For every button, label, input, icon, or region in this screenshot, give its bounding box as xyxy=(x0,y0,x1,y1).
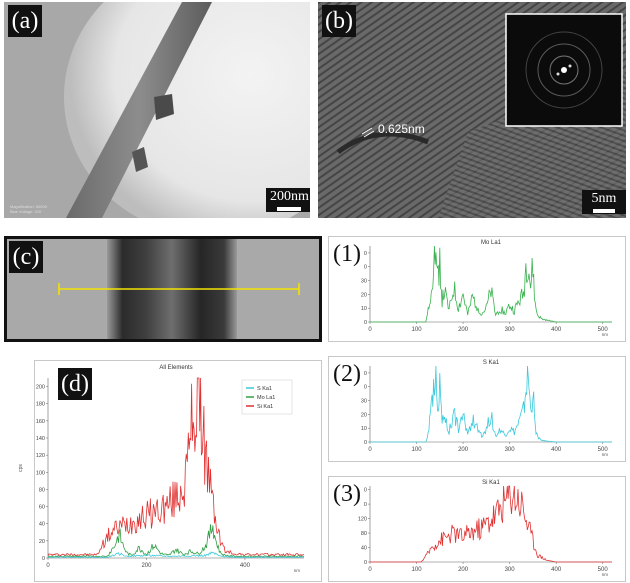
hrtem-image-b xyxy=(318,2,626,218)
panel-a-info: Magnification: 50000 Bias Voltage: 200 xyxy=(10,204,47,214)
chart-1-xtick-label: 300 xyxy=(505,327,516,333)
panel-a-info-magnification: Magnification: 50000 xyxy=(10,204,47,209)
chart-2-series-s-ka1 xyxy=(370,365,612,443)
chart-d-series-s-ka1 xyxy=(48,551,305,558)
chart-3-xlabel: nm xyxy=(602,572,609,577)
chart-d-ytick-label: 120 xyxy=(36,453,45,459)
chart-d-svg: All Elements 0 20 40 60 80 100 120 140 160 180 200 0… xyxy=(18,365,305,573)
panel-2-frame xyxy=(328,356,626,462)
panel-c-label: (c) xyxy=(9,241,43,273)
chart-2-xtick-label: 500 xyxy=(598,447,609,453)
chart-2-ytick-label: 10 xyxy=(361,426,367,432)
panel-1-frame xyxy=(328,236,626,342)
chart-d-title: All Elements xyxy=(159,365,192,371)
panel-d-all-elements-chart: All Elements 0 20 40 60 80 100 120 140 160 180 200 0… xyxy=(4,360,322,582)
chart-d-ytick-label: 180 xyxy=(36,402,45,408)
panel-b-label: (b) xyxy=(322,5,356,37)
panel-a-scale-label: 200nm xyxy=(270,189,309,204)
chart-3-xtick-label: 400 xyxy=(551,567,562,573)
chart-d-xtick-label: 0 xyxy=(46,563,50,569)
panel-3-label: (3) xyxy=(330,478,364,510)
chart-1-ytick-label: 10 xyxy=(361,306,367,312)
chart-d-series-mo-la1 xyxy=(47,524,305,558)
chart-d-xtick-label: 200 xyxy=(141,563,152,569)
chart-d-ytick-label: 0 xyxy=(42,556,45,562)
tem-image-a xyxy=(4,2,310,218)
chart-3-ytick-label: 120 xyxy=(358,517,367,523)
chart-1-xlabel: nm xyxy=(602,332,609,337)
chart-d-ylabel: cps xyxy=(18,464,24,472)
chart-2-ytick-label: 30 xyxy=(361,399,367,405)
chart-2-xtick-label: 100 xyxy=(412,447,423,453)
chart-2-svg: S Ka1010203040500100200300400500nm xyxy=(361,360,612,457)
chart-d-ytick-label: 60 xyxy=(39,505,45,511)
chart-2-ytick-label: 0 xyxy=(364,440,367,446)
chart-1-xtick-label: 200 xyxy=(458,327,469,333)
chart-3-xtick-label: 300 xyxy=(505,567,516,573)
chart-3-ytick-label: 0 xyxy=(364,560,367,566)
chart-d-xtick-label: 400 xyxy=(240,563,251,569)
panel-1-mo-chart: Mo La1010203040500100200300400500nm (1) xyxy=(328,236,626,342)
chart-1-xtick-label: 100 xyxy=(412,327,423,333)
panel-a-tem-image: (a) Magnification: 50000 Bias Voltage: 2… xyxy=(4,2,310,218)
chart-d-legend-entry: S Ka1 xyxy=(257,386,272,392)
chart-d-legend-entry: Mo La1 xyxy=(257,395,275,401)
panel-b-scale-label: 5nm xyxy=(591,191,617,206)
chart-1-svg: Mo La1010203040500100200300400500nm xyxy=(361,240,612,337)
chart-3-xtick-label: 100 xyxy=(412,567,423,573)
panel-a-label: (a) xyxy=(8,5,42,37)
chart-d-ytick-label: 160 xyxy=(36,419,45,425)
panel-a-scale-bar: 200nm xyxy=(266,188,310,212)
linescan-image-c xyxy=(7,239,319,339)
chart-3-xtick-label: 200 xyxy=(458,567,469,573)
chart-d-legend-entry: Si Ka1 xyxy=(257,404,273,410)
chart-2-ytick-label: 20 xyxy=(361,412,367,418)
chart-3-xtick-label: 500 xyxy=(598,567,609,573)
panel-3-si-chart: Si Ka1040801201602000100200300400500nm (… xyxy=(328,476,626,582)
chart-1-series-mo-la1 xyxy=(370,245,612,323)
panel-c-linescan-image: (c) xyxy=(4,236,322,342)
chart-d-ytick-label: 40 xyxy=(39,522,45,528)
panel-3-frame xyxy=(328,476,626,582)
chart-1-xtick-label: 400 xyxy=(551,327,562,333)
chart-1-xtick-label: 500 xyxy=(598,327,609,333)
chart-3-xtick-label: 0 xyxy=(368,567,372,573)
lattice-spacing-label: 0.625nm xyxy=(378,122,425,136)
chart-1-ytick-label: 30 xyxy=(361,279,367,285)
chart-3-ytick-label: 80 xyxy=(361,531,367,537)
panel-b-scale-line xyxy=(593,209,615,213)
chart-1-ytick-label: 20 xyxy=(361,292,367,298)
chart-3-title: Si Ka1 xyxy=(482,480,500,486)
panel-2-s-chart: S Ka1010203040500100200300400500nm (2) xyxy=(328,356,626,462)
panel-1-label: (1) xyxy=(330,238,364,270)
chart-2-title: S Ka1 xyxy=(483,360,500,366)
chart-d-ytick-label: 20 xyxy=(39,539,45,545)
chart-1-xtick-label: 0 xyxy=(368,327,372,333)
chart-d-ytick-label: 100 xyxy=(36,470,45,476)
panel-b-hrtem-image: (b) 0.625nm 5nm xyxy=(318,2,626,218)
chart-1-ytick-label: 0 xyxy=(364,320,367,326)
chart-3-svg: Si Ka1040801201602000100200300400500nm xyxy=(358,480,612,577)
chart-d-ytick-label: 80 xyxy=(39,487,45,493)
chart-2-xtick-label: 300 xyxy=(505,447,516,453)
chart-1-title: Mo La1 xyxy=(481,240,502,246)
chart-2-xtick-label: 200 xyxy=(458,447,469,453)
panel-b-scale-bar: 5nm xyxy=(582,190,626,214)
panel-a-info-voltage: Bias Voltage: 200 xyxy=(10,209,42,214)
panel-2-label: (2) xyxy=(330,358,364,390)
chart-d-ytick-label: 200 xyxy=(36,385,45,391)
chart-d-series-si-ka1 xyxy=(47,377,304,557)
chart-d-ytick-label: 140 xyxy=(36,436,45,442)
chart-2-xtick-label: 0 xyxy=(368,447,372,453)
chart-3-series-si-ka1 xyxy=(370,485,612,563)
panel-d-label: (d) xyxy=(58,368,92,400)
chart-2-xtick-label: 400 xyxy=(551,447,562,453)
chart-3-ytick-label: 40 xyxy=(361,546,367,552)
chart-d-xlabel: nm xyxy=(294,568,301,573)
chart-2-xlabel: nm xyxy=(602,452,609,457)
panel-a-scale-line xyxy=(277,207,301,211)
